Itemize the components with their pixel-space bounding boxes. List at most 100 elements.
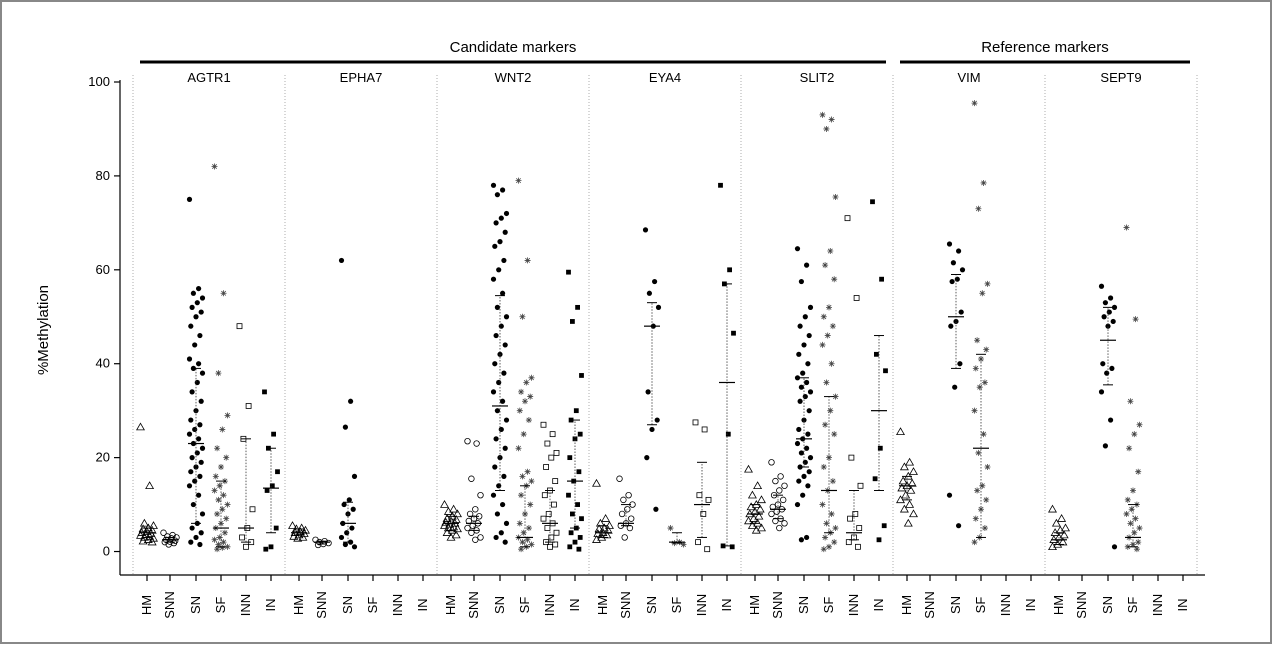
point xyxy=(492,361,498,367)
point xyxy=(553,450,560,456)
point xyxy=(579,516,584,522)
point xyxy=(1131,431,1138,438)
x-tick-label: SF xyxy=(973,597,988,614)
point-group xyxy=(540,421,560,550)
point xyxy=(298,532,308,541)
point xyxy=(777,473,784,480)
point xyxy=(805,431,811,437)
point xyxy=(725,431,731,437)
panel-title: SEPT9 xyxy=(1100,70,1141,85)
point xyxy=(472,536,479,543)
point xyxy=(519,539,526,546)
point xyxy=(644,455,650,461)
point xyxy=(498,426,504,433)
point xyxy=(214,546,221,553)
point xyxy=(515,445,522,452)
x-tick-label: HM xyxy=(747,595,762,615)
point xyxy=(744,464,753,473)
point xyxy=(498,215,504,221)
point xyxy=(1128,506,1135,513)
point xyxy=(794,440,801,447)
point xyxy=(190,290,196,296)
point xyxy=(139,518,149,527)
point xyxy=(199,370,206,376)
point xyxy=(524,536,531,543)
point xyxy=(572,436,578,442)
point xyxy=(1051,518,1061,527)
point xyxy=(338,534,345,541)
point xyxy=(625,491,632,499)
point xyxy=(827,248,834,255)
point xyxy=(1135,468,1142,475)
point xyxy=(540,515,547,522)
point xyxy=(653,506,659,512)
point xyxy=(794,246,801,252)
point xyxy=(519,313,526,320)
point xyxy=(804,379,810,386)
point xyxy=(797,323,803,329)
x-tick-label: SNN xyxy=(922,591,937,618)
point xyxy=(776,487,783,494)
x-tick-label: SN xyxy=(644,596,659,614)
point xyxy=(801,417,807,423)
point xyxy=(351,544,358,550)
point xyxy=(197,541,203,548)
point xyxy=(829,323,836,330)
point xyxy=(975,205,982,212)
point xyxy=(527,501,534,508)
point xyxy=(211,487,218,494)
point xyxy=(592,478,601,487)
point xyxy=(188,417,194,423)
point xyxy=(781,520,788,527)
point xyxy=(196,285,202,292)
point xyxy=(826,543,832,550)
x-tick-label: SN xyxy=(492,596,507,614)
point xyxy=(540,421,547,428)
point xyxy=(1098,389,1105,395)
point xyxy=(901,490,911,499)
point xyxy=(192,478,198,484)
point xyxy=(798,384,805,390)
point xyxy=(215,370,222,377)
point xyxy=(567,544,573,550)
point xyxy=(820,546,827,553)
point xyxy=(346,497,352,503)
point-group xyxy=(1098,283,1118,550)
point xyxy=(948,323,954,329)
point-group xyxy=(870,199,888,543)
point xyxy=(219,426,226,433)
point xyxy=(1100,361,1106,367)
point xyxy=(896,427,905,435)
point xyxy=(570,511,575,517)
point xyxy=(498,530,504,536)
point xyxy=(749,514,759,522)
point xyxy=(1124,543,1131,550)
point xyxy=(804,534,810,541)
point xyxy=(1124,496,1131,503)
point xyxy=(196,436,202,442)
point xyxy=(212,473,219,480)
point xyxy=(198,398,204,404)
point xyxy=(796,478,802,484)
point xyxy=(194,450,200,456)
point xyxy=(971,407,978,414)
point-group xyxy=(490,182,510,545)
point xyxy=(528,541,535,548)
point xyxy=(959,267,966,273)
point xyxy=(342,424,348,430)
point-group xyxy=(338,257,358,550)
point xyxy=(1127,520,1134,527)
x-tick-label: SF xyxy=(517,597,532,614)
point xyxy=(746,502,756,511)
point xyxy=(956,248,962,254)
point xyxy=(954,276,960,282)
point xyxy=(727,267,732,273)
point xyxy=(145,481,155,489)
point xyxy=(896,495,905,504)
point xyxy=(473,440,480,447)
point xyxy=(949,278,955,285)
point xyxy=(804,445,810,451)
point xyxy=(218,464,224,471)
point xyxy=(1098,283,1105,289)
